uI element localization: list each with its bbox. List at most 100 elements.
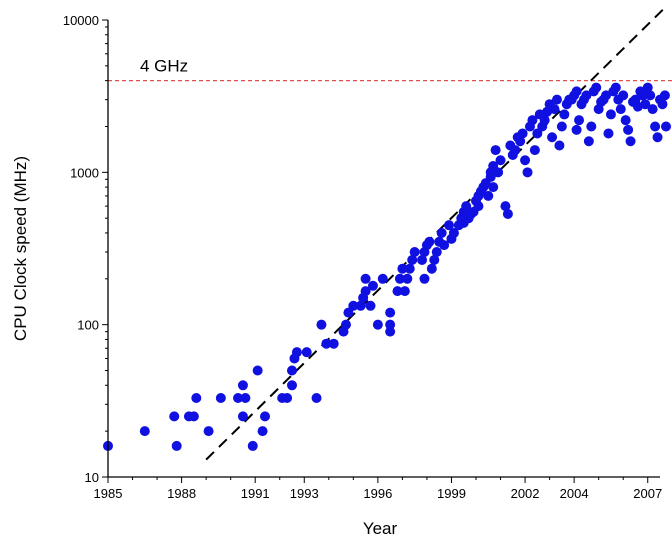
data-point bbox=[237, 380, 248, 391]
data-point bbox=[419, 273, 430, 284]
data-point bbox=[340, 319, 351, 330]
data-point bbox=[417, 254, 428, 265]
data-point bbox=[645, 90, 656, 101]
data-point bbox=[605, 109, 616, 120]
data-point bbox=[247, 440, 258, 451]
x-tick-label: 2007 bbox=[633, 486, 662, 501]
data-point bbox=[287, 365, 297, 376]
data-point bbox=[169, 411, 180, 422]
data-point bbox=[240, 393, 251, 404]
data-point bbox=[615, 104, 626, 115]
data-point bbox=[402, 273, 413, 284]
data-point bbox=[610, 82, 621, 93]
reference-line-label: 4 GHz bbox=[140, 57, 188, 76]
data-point bbox=[661, 121, 671, 132]
data-point bbox=[215, 393, 226, 404]
y-tick-label: 10000 bbox=[63, 13, 99, 28]
data-point bbox=[495, 155, 506, 166]
data-point bbox=[394, 273, 405, 284]
data-point bbox=[591, 82, 602, 93]
y-tick-label: 10 bbox=[85, 470, 99, 485]
data-point bbox=[407, 254, 418, 265]
data-point bbox=[623, 124, 634, 135]
data-point bbox=[581, 90, 592, 101]
data-point bbox=[490, 145, 501, 156]
data-point bbox=[321, 338, 332, 349]
y-tick-label: 1000 bbox=[70, 165, 99, 180]
data-points bbox=[103, 82, 671, 451]
data-point bbox=[549, 104, 560, 115]
data-point bbox=[637, 90, 648, 101]
data-point bbox=[257, 426, 268, 437]
x-tick-label: 1996 bbox=[363, 486, 392, 501]
data-point bbox=[574, 115, 585, 126]
x-tick-label: 2002 bbox=[511, 486, 540, 501]
data-point bbox=[429, 254, 440, 265]
data-point bbox=[515, 136, 526, 147]
data-point bbox=[444, 220, 455, 231]
data-point bbox=[532, 128, 543, 139]
data-point bbox=[424, 236, 435, 247]
y-tick-label: 100 bbox=[77, 318, 99, 333]
data-point bbox=[367, 280, 378, 291]
x-axis-title: Year bbox=[363, 519, 398, 538]
data-point bbox=[360, 273, 371, 284]
data-point bbox=[365, 300, 376, 311]
data-point bbox=[291, 347, 302, 358]
x-tick-label: 1985 bbox=[94, 486, 123, 501]
data-point bbox=[652, 132, 663, 143]
data-point bbox=[233, 393, 244, 404]
data-point bbox=[139, 426, 150, 437]
data-point bbox=[448, 227, 459, 238]
data-point bbox=[603, 128, 614, 139]
data-point bbox=[426, 263, 437, 274]
data-point bbox=[191, 393, 202, 404]
x-tick-label: 1999 bbox=[437, 486, 466, 501]
data-point bbox=[657, 99, 668, 110]
data-point bbox=[301, 347, 312, 358]
data-point bbox=[260, 411, 271, 422]
data-point bbox=[642, 82, 653, 93]
data-point bbox=[659, 90, 670, 101]
data-point bbox=[554, 140, 565, 151]
data-point bbox=[461, 201, 472, 212]
data-point bbox=[436, 227, 447, 238]
data-point bbox=[399, 286, 410, 297]
data-point bbox=[586, 121, 597, 132]
data-point bbox=[392, 286, 403, 297]
data-point bbox=[601, 90, 612, 101]
data-point bbox=[625, 136, 636, 147]
data-point bbox=[328, 338, 339, 349]
data-point bbox=[520, 155, 531, 166]
data-point bbox=[647, 104, 658, 115]
data-point bbox=[493, 167, 504, 178]
data-point bbox=[527, 115, 538, 126]
data-point bbox=[618, 90, 629, 101]
data-point bbox=[385, 326, 396, 337]
data-point bbox=[539, 115, 550, 126]
data-point bbox=[583, 136, 594, 147]
data-point bbox=[522, 167, 533, 178]
data-point bbox=[547, 132, 558, 143]
data-point bbox=[372, 319, 383, 330]
x-tick-label: 2004 bbox=[560, 486, 589, 501]
data-point bbox=[571, 124, 582, 135]
data-point bbox=[640, 99, 651, 110]
y-axis-title: CPU Clock speed (MHz) bbox=[11, 156, 30, 341]
data-point bbox=[650, 121, 661, 132]
data-point bbox=[483, 190, 494, 201]
data-point bbox=[316, 319, 327, 330]
data-point bbox=[237, 411, 248, 422]
data-point bbox=[551, 94, 562, 105]
data-point bbox=[556, 121, 567, 132]
data-point bbox=[397, 263, 408, 274]
data-point bbox=[620, 115, 631, 126]
data-point bbox=[488, 182, 499, 193]
x-tick-label: 1988 bbox=[167, 486, 196, 501]
x-tick-label: 1991 bbox=[241, 486, 270, 501]
data-point bbox=[510, 145, 521, 156]
x-tick-label: 1993 bbox=[290, 486, 319, 501]
data-point bbox=[311, 393, 322, 404]
data-point bbox=[500, 201, 511, 212]
data-point bbox=[439, 240, 450, 251]
